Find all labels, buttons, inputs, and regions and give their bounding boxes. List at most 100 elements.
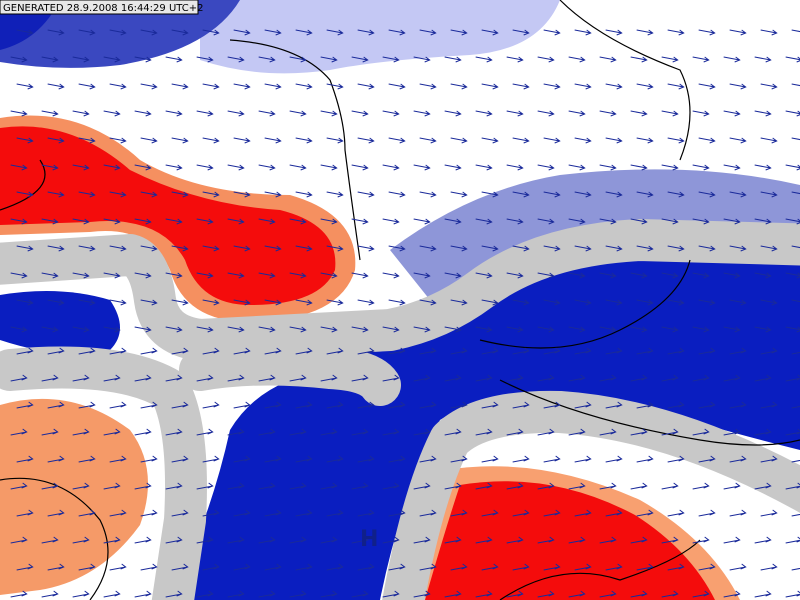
wind-arrow bbox=[72, 272, 90, 279]
wind-arrow bbox=[729, 83, 747, 90]
wind-arrow bbox=[481, 563, 499, 571]
wind-arrow bbox=[512, 401, 530, 409]
wind-arrow bbox=[537, 428, 555, 436]
wind-arrow bbox=[692, 590, 710, 598]
wind-arrow bbox=[134, 590, 152, 598]
wind-arrow bbox=[543, 83, 561, 90]
wind-arrow bbox=[754, 326, 772, 333]
wind-arrow bbox=[72, 536, 90, 544]
wind-arrow bbox=[202, 191, 220, 198]
wind-arrow bbox=[171, 83, 189, 90]
wind-arrow bbox=[568, 590, 586, 598]
wind-arrow bbox=[10, 164, 28, 171]
wind-arrow bbox=[506, 272, 524, 279]
wind-arrow bbox=[47, 455, 65, 463]
wind-arrow bbox=[320, 590, 338, 598]
wind-arrow bbox=[537, 374, 555, 382]
wind-arrow bbox=[140, 299, 158, 306]
wind-arrow bbox=[16, 245, 34, 252]
wind-arrow bbox=[760, 455, 778, 463]
wind-arrow bbox=[760, 83, 778, 90]
wind-arrow bbox=[357, 29, 375, 36]
wind-arrow bbox=[512, 83, 530, 90]
wind-arrow bbox=[289, 56, 307, 63]
wind-arrow bbox=[72, 428, 90, 436]
border-line bbox=[499, 379, 800, 446]
wind-arrow bbox=[103, 374, 121, 382]
wind-arrow bbox=[574, 137, 592, 144]
wind-arrow bbox=[134, 110, 152, 117]
wind-arrow bbox=[233, 455, 251, 463]
wind-arrow bbox=[568, 272, 586, 279]
wind-arrow bbox=[41, 428, 59, 436]
wind-arrow bbox=[667, 401, 685, 409]
wind-arrows bbox=[10, 29, 800, 598]
wind-arrow bbox=[599, 218, 617, 225]
wind-arrow bbox=[326, 299, 344, 306]
border-line bbox=[499, 539, 701, 600]
wind-arrow bbox=[171, 29, 189, 36]
wind-arrow bbox=[729, 347, 747, 355]
wind-arrow bbox=[506, 374, 524, 382]
wind-arrow bbox=[72, 164, 90, 171]
wind-arrow bbox=[667, 137, 685, 144]
wind-arrow bbox=[109, 401, 127, 409]
wind-arrow bbox=[202, 401, 220, 409]
wind-arrow bbox=[165, 218, 183, 225]
wind-arrow bbox=[754, 164, 772, 171]
wind-arrow bbox=[264, 509, 282, 517]
wind-arrow bbox=[295, 563, 313, 571]
wind-arrow bbox=[636, 509, 654, 517]
wind-arrow bbox=[295, 245, 313, 252]
wind-arrow bbox=[10, 110, 28, 117]
wind-arrow bbox=[351, 326, 369, 333]
wind-arrow bbox=[723, 374, 741, 382]
wind-arrow bbox=[450, 563, 468, 571]
wind-arrow bbox=[630, 56, 648, 63]
wind-arrow bbox=[233, 83, 251, 90]
wind-arrow bbox=[785, 218, 800, 225]
wind-arrow bbox=[568, 428, 586, 436]
wind-arrow bbox=[295, 137, 313, 144]
wind-arrow bbox=[667, 509, 685, 517]
wind-arrow bbox=[444, 56, 462, 63]
wind-arrow bbox=[785, 374, 800, 382]
wind-arrow bbox=[568, 56, 586, 63]
wind-arrow bbox=[605, 347, 623, 355]
wind-arrow bbox=[140, 509, 158, 517]
wind-arrow bbox=[258, 374, 276, 382]
wind-arrow bbox=[444, 110, 462, 117]
wind-arrow bbox=[134, 56, 152, 63]
wind-arrow bbox=[419, 137, 437, 144]
wind-arrow bbox=[16, 299, 34, 306]
wind-arrow bbox=[481, 137, 499, 144]
wind-arrow bbox=[475, 482, 493, 490]
wind-arrow bbox=[351, 56, 369, 63]
wind-arrow bbox=[320, 482, 338, 490]
wind-arrow bbox=[698, 509, 716, 517]
wind-arrow bbox=[258, 326, 276, 333]
wind-arrow bbox=[667, 299, 685, 306]
wind-arrow bbox=[754, 590, 772, 598]
wind-arrow bbox=[388, 29, 406, 36]
wind-arrow bbox=[630, 272, 648, 279]
wind-arrow bbox=[320, 56, 338, 63]
wind-arrow bbox=[661, 164, 679, 171]
wind-arrow bbox=[196, 536, 214, 544]
wind-arrow bbox=[171, 509, 189, 517]
wind-arrow bbox=[661, 56, 679, 63]
wind-arrow bbox=[196, 110, 214, 117]
wind-arrow bbox=[388, 245, 406, 252]
wind-arrow bbox=[475, 164, 493, 171]
wind-arrow bbox=[630, 536, 648, 544]
wind-arrow bbox=[419, 191, 437, 198]
wind-arrow bbox=[320, 164, 338, 171]
wind-arrow bbox=[537, 164, 555, 171]
wind-arrow bbox=[475, 56, 493, 63]
wind-arrow bbox=[202, 347, 220, 355]
wind-arrow bbox=[140, 83, 158, 90]
wind-arrow bbox=[754, 56, 772, 63]
wind-arrow bbox=[444, 326, 462, 333]
wind-arrow bbox=[41, 326, 59, 333]
wind-arrow bbox=[109, 245, 127, 252]
